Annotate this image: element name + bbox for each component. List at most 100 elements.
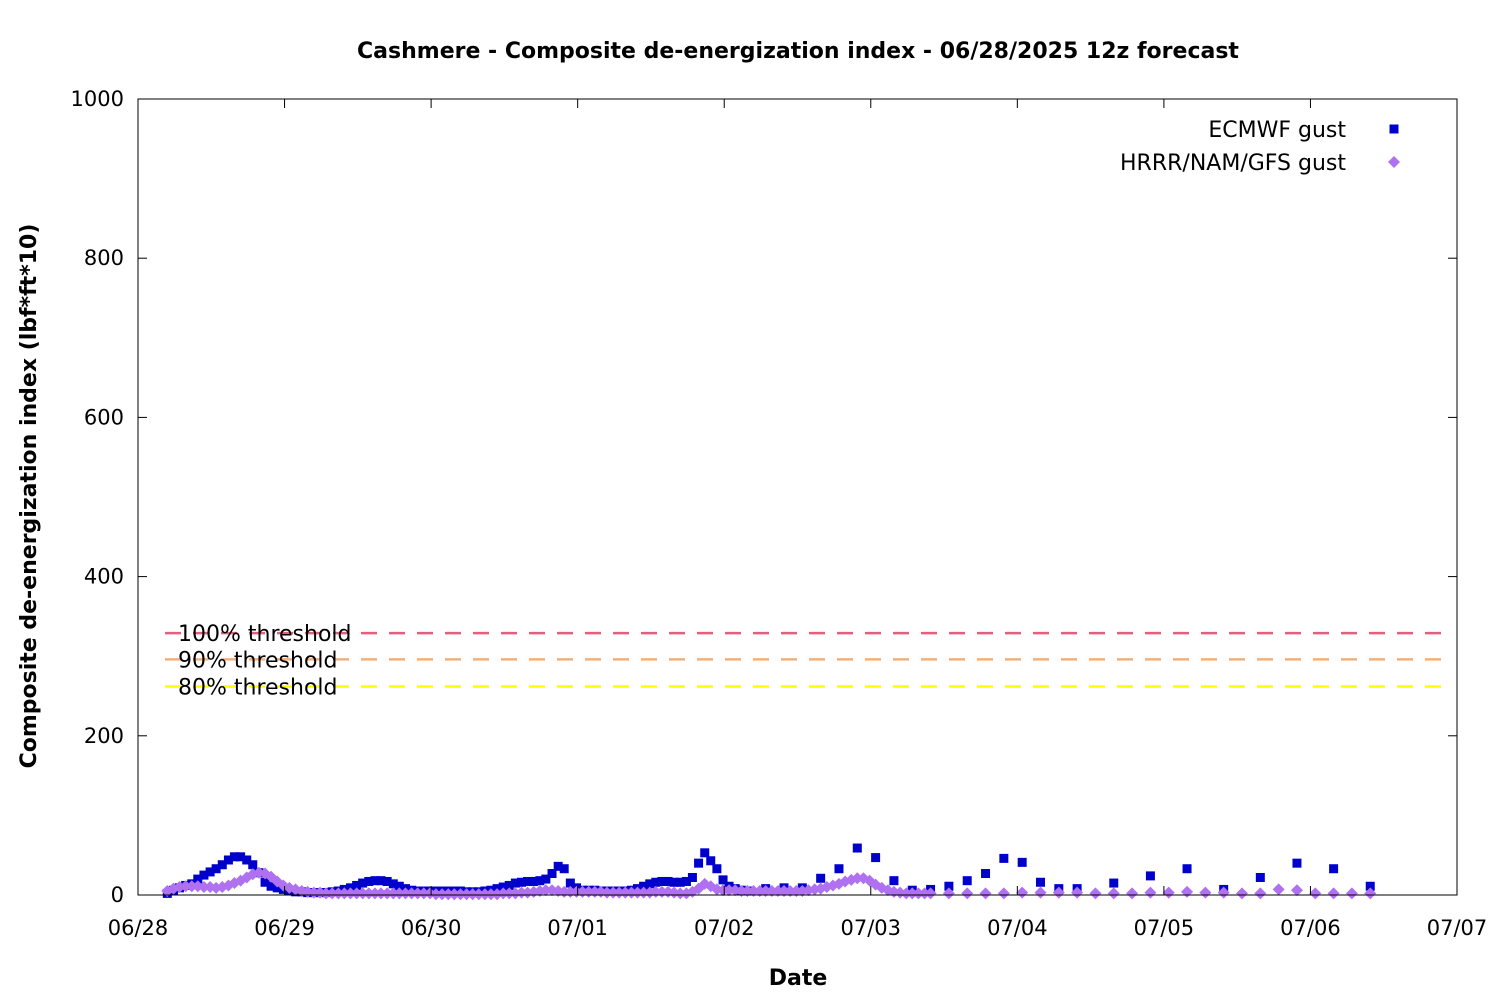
- data-point: [747, 885, 760, 898]
- data-point: [352, 880, 362, 890]
- y-tick-label: 800: [84, 246, 124, 270]
- data-point: [193, 874, 203, 884]
- data-point: [429, 888, 442, 901]
- legend-entry-label: HRRR/NAM/GFS gust: [1120, 151, 1346, 176]
- data-point: [1181, 885, 1194, 898]
- data-point: [906, 887, 919, 900]
- data-point: [535, 876, 545, 886]
- data-point: [565, 878, 575, 888]
- x-tick-label: 07/06: [1280, 916, 1341, 940]
- legend-marker: [1388, 156, 1400, 168]
- y-axis-label: Composite de-energization index (lbf*ft*…: [17, 224, 42, 769]
- data-point: [997, 887, 1010, 900]
- data-point: [266, 881, 276, 891]
- data-point: [405, 887, 418, 900]
- data-point: [784, 885, 797, 898]
- data-point: [723, 884, 736, 897]
- x-axis-label: Date: [769, 966, 828, 991]
- data-point: [448, 888, 461, 901]
- data-point: [1052, 886, 1065, 899]
- data-point: [364, 876, 374, 886]
- data-point: [362, 887, 375, 900]
- data-point: [1345, 887, 1358, 900]
- data-point: [466, 888, 479, 901]
- data-point: [515, 886, 528, 899]
- data-point: [1199, 886, 1212, 899]
- data-point: [547, 869, 557, 879]
- data-point: [541, 874, 551, 884]
- data-point: [1217, 886, 1230, 899]
- data-point: [663, 876, 673, 886]
- threshold-label: 80% threshold: [178, 675, 338, 700]
- data-point: [1109, 878, 1119, 888]
- data-point: [376, 876, 386, 886]
- x-tick-label: 07/04: [987, 916, 1048, 940]
- data-point: [358, 878, 368, 888]
- data-point: [236, 852, 246, 862]
- x-tick-label: 07/03: [841, 916, 902, 940]
- x-tick-label: 07/01: [547, 916, 608, 940]
- data-point: [889, 876, 899, 886]
- data-point: [944, 881, 954, 891]
- data-point: [498, 882, 508, 892]
- data-point: [199, 870, 209, 880]
- data-point: [681, 876, 691, 886]
- data-point: [1107, 887, 1120, 900]
- data-point: [387, 887, 400, 900]
- y-tick-label: 1000: [71, 87, 124, 111]
- y-tick-label: 400: [84, 565, 124, 589]
- tick-layer: 0 200 400 600 800 1000 06/28 06/29 06/30 07/01 07/…: [71, 87, 1488, 940]
- data-point: [999, 853, 1009, 863]
- data-point: [350, 887, 363, 900]
- data-point: [344, 887, 357, 900]
- data-point: [417, 887, 430, 900]
- x-tick-label: 07/07: [1427, 916, 1488, 940]
- data-point: [1290, 884, 1303, 897]
- legend: ECMWF gust HRRR/NAM/GFS gust: [1120, 118, 1400, 176]
- data-point: [1126, 887, 1139, 900]
- data-point: [700, 848, 710, 858]
- data-point: [675, 877, 685, 887]
- data-point: [497, 887, 510, 900]
- data-point: [694, 858, 704, 868]
- data-point: [790, 885, 803, 898]
- data-point: [197, 881, 210, 894]
- data-point: [765, 885, 778, 898]
- data-point: [651, 877, 661, 887]
- data-point: [436, 888, 449, 901]
- data-point: [778, 885, 791, 898]
- data-point: [851, 872, 864, 885]
- data-point: [712, 864, 722, 874]
- data-point: [674, 887, 687, 900]
- data-point: [1365, 881, 1375, 891]
- data-point: [368, 887, 381, 900]
- data-point: [307, 886, 320, 899]
- data-point: [517, 877, 527, 887]
- data-point: [669, 877, 679, 887]
- data-point: [411, 887, 424, 900]
- data-point: [394, 881, 404, 891]
- data-point: [1089, 887, 1102, 900]
- data-point: [338, 887, 351, 900]
- data-point: [619, 886, 632, 899]
- data-point: [1182, 864, 1192, 874]
- data-point: [382, 876, 392, 886]
- data-point: [399, 887, 412, 900]
- data-point: [981, 869, 991, 879]
- data-point: [1292, 858, 1302, 868]
- data-point: [205, 867, 215, 877]
- data-point: [326, 887, 339, 900]
- data-point: [242, 855, 252, 865]
- data-point: [900, 887, 913, 900]
- y-tick-label: 0: [111, 883, 124, 907]
- data-point: [816, 873, 826, 883]
- data-point: [613, 886, 626, 899]
- data-point: [332, 887, 345, 900]
- data-point: [1017, 857, 1027, 867]
- data-point: [185, 880, 198, 893]
- data-point: [852, 843, 862, 853]
- data-point: [1309, 887, 1322, 900]
- data-point: [217, 860, 227, 870]
- data-point: [510, 878, 520, 888]
- threshold-label: 90% threshold: [178, 648, 338, 673]
